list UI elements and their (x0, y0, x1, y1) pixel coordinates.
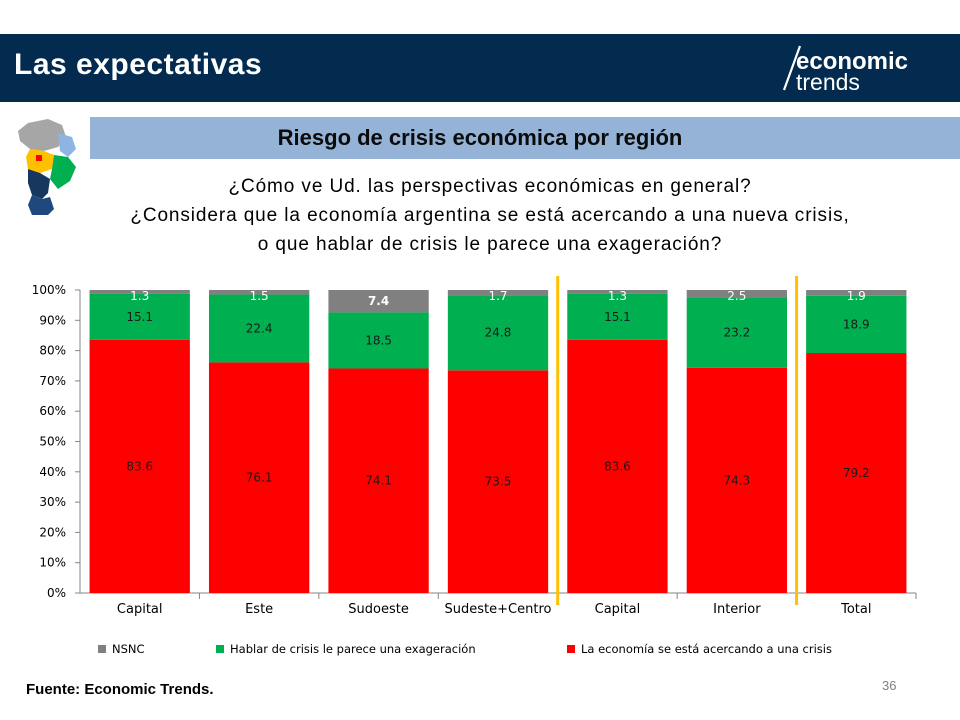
bar-segment (806, 295, 907, 354)
bar-segment (686, 367, 788, 593)
bar-data-label: 24.8 (485, 326, 512, 340)
legend-swatch (98, 645, 106, 653)
bar-data-label: 1.7 (488, 289, 507, 303)
bar-data-label: 1.3 (608, 289, 627, 303)
question-line-3: o que hablar de crisis le parece una exa… (257, 234, 723, 255)
x-tick-label: Capital (117, 602, 163, 617)
y-tick-label: 10% (39, 556, 66, 570)
bar-segment (89, 339, 190, 593)
y-tick-label: 50% (39, 435, 66, 449)
header-bar: Las expectativas economic trends (0, 34, 960, 102)
bar-data-label: 22.4 (246, 321, 273, 335)
logo-word-trends: trends (796, 69, 860, 95)
y-tick-label: 40% (39, 465, 66, 479)
x-tick-label: Total (840, 602, 871, 617)
bar-data-label: 2.5 (727, 289, 746, 303)
page-title: Las expectativas (14, 48, 263, 81)
stacked-bar-chart: 0% 10% 20% 30% 40% 50% 60% 70% 80% 90% 100% 83.6 15.… (32, 276, 917, 656)
bar-data-label: 18.9 (843, 317, 870, 331)
bar-segment (447, 290, 549, 296)
bar-segment (328, 368, 429, 593)
y-tick-label: 100% (32, 283, 66, 297)
logo-word-economic: economic (796, 48, 908, 75)
subtitle-banner: Riesgo de crisis económica por región (90, 117, 960, 159)
bar-data-label: 73.5 (485, 475, 512, 489)
bar-segment (208, 290, 310, 295)
y-tick-label: 60% (39, 404, 66, 418)
bar-segment (89, 293, 190, 340)
legend-swatch (216, 645, 224, 653)
question-line-2: ¿Considera que la economía argentina se … (130, 205, 850, 226)
bar-segment (806, 290, 907, 296)
y-tick-label: 20% (39, 525, 66, 539)
bar-data-label: 83.6 (126, 459, 153, 473)
bar-data-label: 7.4 (368, 294, 389, 308)
bar-segment (328, 312, 429, 369)
bar-segment (686, 290, 788, 298)
bar-segment (328, 290, 429, 313)
legend-label: NSNC (112, 642, 145, 656)
bar-segment (567, 290, 668, 294)
chart-subtitle: Riesgo de crisis económica por región (277, 125, 683, 150)
y-tick-label: 30% (39, 495, 66, 509)
bar-segment (567, 339, 668, 593)
x-tick-label: Capital (595, 602, 641, 617)
legend-label: La economía se está acercando a una cris… (581, 642, 832, 656)
bar-segment (208, 362, 310, 593)
x-tick-label: Este (245, 602, 273, 617)
bar-data-label: 79.2 (843, 466, 870, 480)
bar-data-label: 23.2 (723, 326, 750, 340)
x-tick-label: Sudoeste (348, 602, 409, 617)
x-tick-label: Interior (713, 602, 761, 617)
bar-segment (567, 293, 668, 340)
page-number: 36 (882, 678, 897, 693)
bar-data-label: 15.1 (604, 310, 631, 324)
y-tick-label: 70% (39, 374, 66, 388)
bar-data-label: 74.3 (723, 473, 750, 487)
survey-questions: ¿Cómo ve Ud. las perspectivas económicas… (60, 172, 920, 259)
bar-data-label: 74.1 (365, 474, 392, 488)
bar-data-label: 1.5 (250, 289, 269, 303)
bar-data-label: 18.5 (365, 333, 392, 347)
x-tick-label: Sudeste+Centro (445, 602, 552, 617)
argentina-regions-map-icon (18, 119, 76, 215)
economic-trends-logo: economic trends (782, 45, 908, 95)
y-tick-label: 90% (39, 313, 66, 327)
bar-segment (208, 294, 310, 363)
question-line-1: ¿Cómo ve Ud. las perspectivas económicas… (228, 176, 752, 197)
bar-segment (89, 290, 190, 294)
legend-label: Hablar de crisis le parece una exageraci… (230, 642, 476, 656)
bar-data-label: 15.1 (126, 310, 153, 324)
bar-segment (447, 370, 549, 593)
bar-segment (806, 353, 907, 593)
bar-segment (686, 297, 788, 368)
bar-data-label: 83.6 (604, 459, 631, 473)
source-note: Fuente: Economic Trends. (26, 681, 214, 698)
bar-data-label: 1.3 (130, 289, 149, 303)
y-tick-label: 0% (47, 586, 66, 600)
legend-swatch (567, 645, 575, 653)
bar-data-label: 76.1 (246, 471, 273, 485)
bar-segment (447, 295, 549, 371)
bar-data-label: 1.9 (847, 289, 866, 303)
y-tick-label: 80% (39, 344, 66, 358)
